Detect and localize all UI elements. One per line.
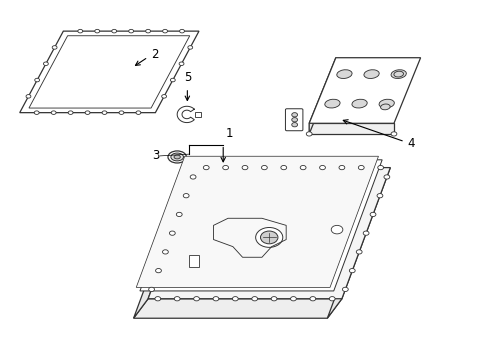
Circle shape bbox=[391, 132, 397, 136]
Circle shape bbox=[329, 297, 335, 301]
Circle shape bbox=[171, 78, 175, 82]
Circle shape bbox=[52, 46, 57, 49]
Circle shape bbox=[331, 225, 343, 234]
Polygon shape bbox=[309, 123, 394, 134]
Text: 1: 1 bbox=[225, 127, 233, 140]
Circle shape bbox=[95, 30, 99, 33]
Circle shape bbox=[156, 269, 161, 273]
Circle shape bbox=[319, 166, 325, 170]
Circle shape bbox=[349, 269, 355, 273]
Circle shape bbox=[339, 166, 345, 170]
Circle shape bbox=[343, 287, 348, 292]
Circle shape bbox=[44, 62, 49, 66]
Ellipse shape bbox=[337, 70, 352, 78]
Circle shape bbox=[232, 297, 238, 301]
Polygon shape bbox=[136, 156, 378, 287]
Circle shape bbox=[68, 111, 73, 114]
Polygon shape bbox=[327, 168, 391, 318]
Circle shape bbox=[291, 297, 296, 301]
Circle shape bbox=[377, 194, 383, 198]
Circle shape bbox=[261, 231, 278, 244]
Circle shape bbox=[35, 78, 40, 82]
Circle shape bbox=[384, 175, 390, 179]
Circle shape bbox=[180, 30, 184, 33]
Circle shape bbox=[223, 166, 228, 170]
Circle shape bbox=[170, 231, 175, 235]
Circle shape bbox=[271, 297, 277, 301]
Circle shape bbox=[78, 30, 83, 33]
Ellipse shape bbox=[174, 155, 180, 159]
Circle shape bbox=[183, 194, 189, 198]
Circle shape bbox=[378, 166, 384, 170]
Text: 2: 2 bbox=[151, 48, 159, 62]
Circle shape bbox=[194, 297, 199, 301]
Circle shape bbox=[281, 166, 287, 170]
Polygon shape bbox=[177, 106, 195, 122]
Circle shape bbox=[213, 297, 219, 301]
Polygon shape bbox=[134, 299, 342, 318]
Circle shape bbox=[252, 297, 258, 301]
Circle shape bbox=[155, 297, 161, 301]
Bar bbox=[189, 255, 199, 267]
Polygon shape bbox=[20, 31, 199, 113]
Ellipse shape bbox=[364, 70, 379, 78]
Circle shape bbox=[146, 30, 150, 33]
Circle shape bbox=[292, 118, 297, 122]
Circle shape bbox=[162, 95, 167, 98]
Text: 4: 4 bbox=[408, 137, 415, 150]
Circle shape bbox=[179, 62, 184, 66]
Circle shape bbox=[310, 297, 316, 301]
Circle shape bbox=[163, 30, 168, 33]
Polygon shape bbox=[309, 58, 420, 123]
Ellipse shape bbox=[379, 99, 394, 108]
FancyBboxPatch shape bbox=[286, 109, 303, 131]
Circle shape bbox=[370, 212, 376, 217]
Ellipse shape bbox=[325, 99, 340, 108]
Circle shape bbox=[136, 111, 141, 114]
Ellipse shape bbox=[352, 99, 367, 108]
Ellipse shape bbox=[381, 104, 390, 110]
Polygon shape bbox=[140, 160, 382, 291]
Circle shape bbox=[102, 111, 107, 114]
Circle shape bbox=[242, 166, 248, 170]
Circle shape bbox=[363, 231, 369, 235]
Text: 3: 3 bbox=[152, 149, 159, 162]
Circle shape bbox=[306, 132, 312, 136]
Ellipse shape bbox=[171, 153, 183, 161]
Polygon shape bbox=[309, 58, 336, 134]
Circle shape bbox=[85, 111, 90, 114]
Circle shape bbox=[163, 250, 169, 254]
Circle shape bbox=[190, 175, 196, 179]
Circle shape bbox=[356, 250, 362, 254]
Circle shape bbox=[51, 111, 56, 114]
Ellipse shape bbox=[168, 151, 186, 163]
Circle shape bbox=[358, 166, 364, 170]
Circle shape bbox=[203, 166, 209, 170]
Polygon shape bbox=[148, 168, 391, 299]
Circle shape bbox=[112, 30, 117, 33]
Circle shape bbox=[300, 166, 306, 170]
Circle shape bbox=[292, 113, 297, 117]
Circle shape bbox=[148, 287, 154, 292]
Circle shape bbox=[262, 166, 267, 170]
Ellipse shape bbox=[391, 70, 406, 78]
Circle shape bbox=[174, 297, 180, 301]
Circle shape bbox=[256, 228, 283, 247]
Circle shape bbox=[129, 30, 134, 33]
Circle shape bbox=[119, 111, 124, 114]
Text: 5: 5 bbox=[184, 71, 191, 84]
Circle shape bbox=[26, 95, 31, 98]
Circle shape bbox=[176, 212, 182, 217]
Circle shape bbox=[292, 123, 297, 127]
Circle shape bbox=[188, 46, 193, 49]
Circle shape bbox=[34, 111, 39, 114]
Polygon shape bbox=[134, 168, 196, 318]
Ellipse shape bbox=[394, 71, 403, 77]
Bar bbox=[195, 112, 201, 117]
